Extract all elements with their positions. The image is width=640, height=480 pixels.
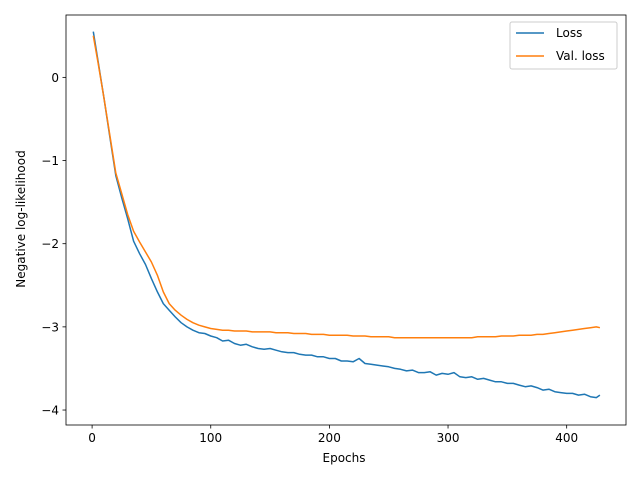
y-tick-label: 0	[51, 71, 59, 85]
legend-label-val-loss: Val. loss	[556, 49, 605, 63]
series-line-loss	[92, 31, 601, 399]
legend-label-loss: Loss	[556, 26, 582, 40]
y-tick-label: −1	[41, 154, 59, 168]
x-axis-label: Epochs	[323, 451, 366, 465]
x-tick-label: 200	[318, 431, 341, 445]
y-tick-label: −4	[41, 404, 59, 418]
axes-frame	[65, 14, 627, 426]
y-tick-label: −3	[41, 320, 59, 334]
series-line-val-loss	[92, 35, 601, 339]
x-axis: 0 100 200 300 400	[88, 425, 578, 445]
legend: Loss Val. loss	[509, 21, 618, 70]
y-tick-label: −2	[41, 237, 59, 251]
x-tick-label: 400	[555, 431, 578, 445]
plot-area	[65, 14, 627, 426]
x-tick-label: 100	[199, 431, 222, 445]
y-axis-label: Negative log-likelihood	[14, 150, 28, 287]
x-tick-label: 300	[437, 431, 460, 445]
x-tick-label: 0	[88, 431, 96, 445]
y-axis: 0 −1 −2 −3 −4	[41, 71, 66, 418]
